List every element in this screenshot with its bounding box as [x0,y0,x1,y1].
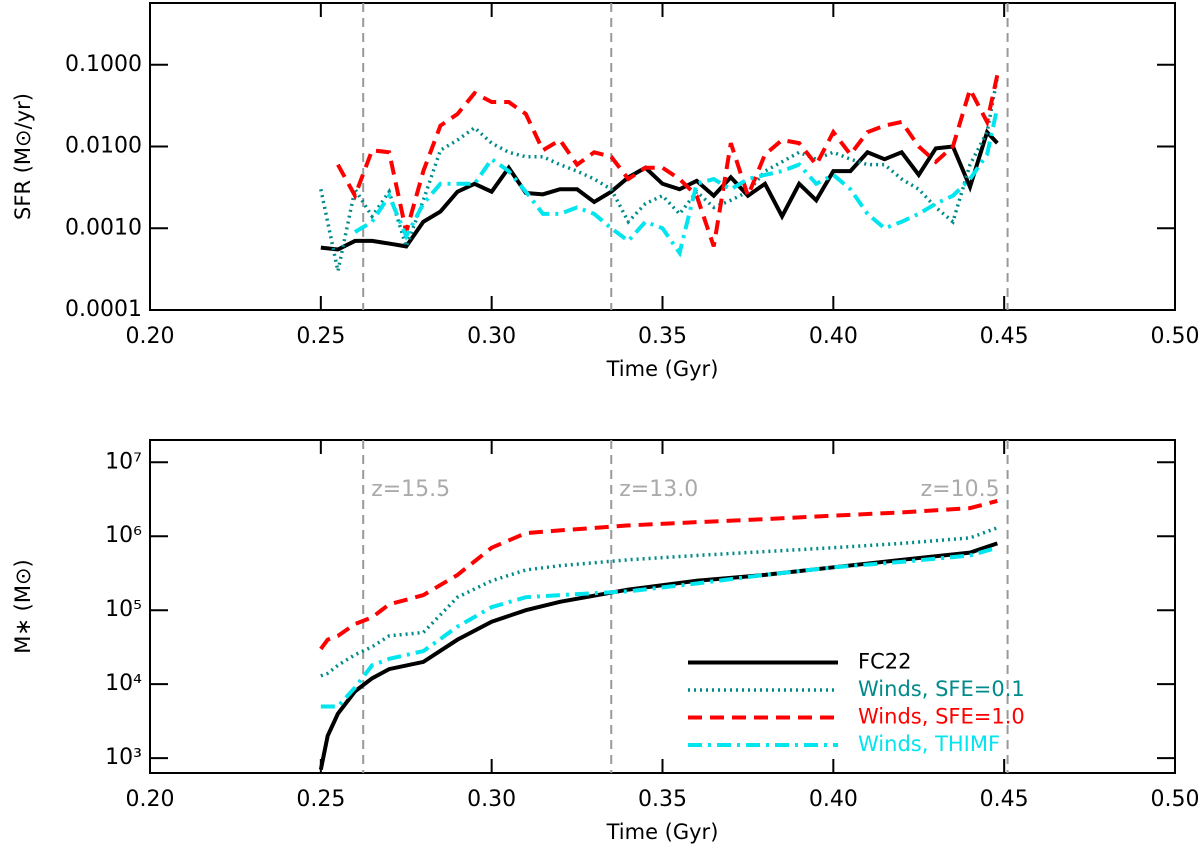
x-tick-label: 0.25 [296,324,345,349]
x-tick-label: 0.50 [1151,787,1200,812]
x-tick-label: 0.50 [1151,324,1200,349]
series-line [320,128,999,252]
x-tick-label: 0.35 [638,787,687,812]
y-tick-label: 0.0010 [65,215,142,240]
x-tick-label: 0.45 [980,324,1029,349]
plot-frame [149,2,1176,311]
legend-label: Winds, SFE=1.0 [858,705,1025,729]
annotation: z=10.5 [921,477,1000,502]
y-tick-label: 0.0001 [65,297,142,322]
series-line [353,107,1000,258]
series-line [320,526,998,678]
y-tick-label: 10⁴ [105,671,142,696]
y-tick-label: 0.0100 [65,134,142,159]
y-axis-label: M∗ (M⊙) [11,559,35,654]
legend-label: FC22 [858,650,911,674]
x-tick-label: 0.40 [809,324,858,349]
x-axis-label: Time (Gyr) [606,357,719,381]
series-line [336,74,1000,248]
x-tick-label: 0.25 [296,787,345,812]
series-line [320,545,998,709]
x-tick-label: 0.30 [467,324,516,349]
annotation: z=13.0 [619,477,698,502]
x-tick-label: 0.30 [467,787,516,812]
x-tick-label: 0.40 [809,787,858,812]
y-tick-label: 10⁷ [105,449,142,474]
x-tick-label: 0.20 [126,324,175,349]
x-tick-label: 0.35 [638,324,687,349]
x-axis-label: Time (Gyr) [606,820,719,844]
y-tick-label: 0.1000 [65,52,142,77]
y-tick-label: 10³ [105,745,142,770]
y-tick-label: 10⁵ [105,597,142,622]
x-tick-label: 0.20 [126,787,175,812]
y-axis-label: SFR (M⊙/yr) [11,93,35,220]
legend-label: Winds, SFE=0.1 [858,677,1025,701]
series-line [319,499,998,651]
y-tick-label: 10⁶ [105,523,142,548]
x-tick-label: 0.45 [980,787,1029,812]
legend-label: Winds, THIMF [858,732,1000,756]
annotation: z=15.5 [371,477,450,502]
